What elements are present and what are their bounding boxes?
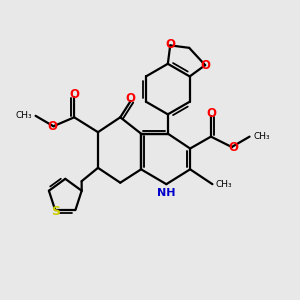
Text: O: O — [200, 58, 210, 72]
Text: O: O — [69, 88, 79, 100]
Text: O: O — [165, 38, 175, 51]
Text: CH₃: CH₃ — [216, 180, 232, 189]
Text: O: O — [228, 140, 238, 154]
Text: CH₃: CH₃ — [15, 111, 32, 120]
Text: O: O — [47, 120, 57, 133]
Text: O: O — [206, 107, 216, 120]
Text: CH₃: CH₃ — [253, 132, 270, 141]
Text: S: S — [51, 205, 60, 218]
Text: O: O — [126, 92, 136, 105]
Text: NH: NH — [157, 188, 176, 198]
